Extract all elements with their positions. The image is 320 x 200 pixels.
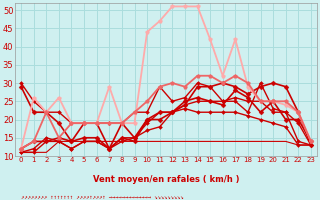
X-axis label: Vent moyen/en rafales ( km/h ): Vent moyen/en rafales ( km/h ) [93, 174, 239, 184]
Text: ↗↗↗↗↗↗↗↗ ↑↑↑↑↑↑↑ ↗↗↗↗↑↗↗↗↑ →→→→→→→→→→→→→ ↘↘↘↘↘↘↘↘↘: ↗↗↗↗↗↗↗↗ ↑↑↑↑↑↑↑ ↗↗↗↗↑↗↗↗↑ →→→→→→→→→→→→→… [21, 195, 183, 200]
